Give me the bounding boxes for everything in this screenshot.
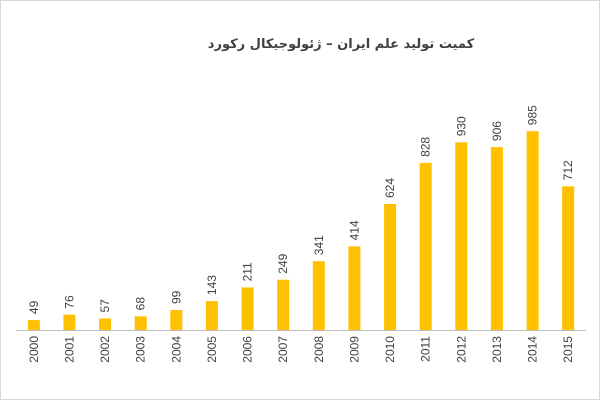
bar-2014: [526, 131, 539, 330]
bar-2015: [562, 186, 575, 330]
x-tick-label-2015: 2015: [561, 336, 575, 363]
bar-2011: [419, 162, 432, 330]
x-tick-label-2006: 2006: [241, 336, 255, 363]
x-tick-label-2008: 2008: [312, 336, 326, 363]
bar-2003: [134, 316, 147, 330]
bar-2012: [455, 142, 468, 330]
x-tick-label-2007: 2007: [276, 336, 290, 363]
value-label-2006: 211: [241, 262, 255, 281]
x-tick-label-2010: 2010: [383, 336, 397, 363]
value-labels-group: 49 76 57 68 99 143 211 249 341 414 624 828 930 906 985…: [27, 105, 575, 314]
bar-2008: [312, 261, 325, 330]
value-label-2009: 414: [347, 220, 361, 240]
bars-group: [27, 131, 575, 330]
x-tick-label-2014: 2014: [526, 336, 540, 363]
x-tick-label-2009: 2009: [347, 336, 361, 363]
value-label-2000: 49: [27, 300, 41, 314]
x-tick-label-2012: 2012: [454, 336, 468, 363]
value-label-2001: 76: [62, 295, 76, 309]
x-tick-labels-group: 2000 2001 2002 2003 2004 2005 2006 2007 2008 2009…: [27, 336, 575, 363]
x-tick-label-2011: 2011: [419, 336, 433, 362]
x-tick-label-2000: 2000: [27, 336, 41, 363]
value-label-2012: 930: [454, 116, 468, 136]
value-label-2013: 906: [490, 121, 504, 141]
value-label-2014: 985: [526, 105, 540, 125]
x-tick-label-2003: 2003: [134, 336, 148, 363]
x-tick-label-2001: 2001: [62, 336, 76, 363]
value-label-2002: 57: [98, 299, 112, 313]
bar-2001: [63, 314, 76, 330]
value-label-2005: 143: [205, 275, 219, 295]
value-label-2015: 712: [561, 160, 575, 180]
bar-2013: [490, 147, 503, 330]
x-tick-label-2005: 2005: [205, 336, 219, 363]
bar-2010: [384, 204, 397, 330]
bar-2004: [170, 310, 183, 330]
x-tick-label-2013: 2013: [490, 336, 504, 363]
bar-2002: [99, 318, 112, 330]
x-tick-label-2002: 2002: [98, 336, 112, 363]
bar-2005: [205, 301, 218, 330]
value-label-2007: 249: [276, 253, 290, 273]
bar-2000: [27, 320, 40, 330]
value-label-2010: 624: [383, 178, 397, 198]
x-tick-label-2004: 2004: [169, 336, 183, 363]
value-label-2008: 341: [312, 235, 326, 255]
chart-title: کمیت تولید علم ایران – ژئولوجیکال رکورد: [207, 37, 475, 52]
value-label-2004: 99: [169, 290, 183, 304]
bar-2007: [277, 279, 290, 330]
bar-2009: [348, 246, 361, 330]
value-label-2011: 828: [419, 137, 433, 157]
bar-2006: [241, 287, 254, 330]
value-label-2003: 68: [134, 297, 148, 311]
